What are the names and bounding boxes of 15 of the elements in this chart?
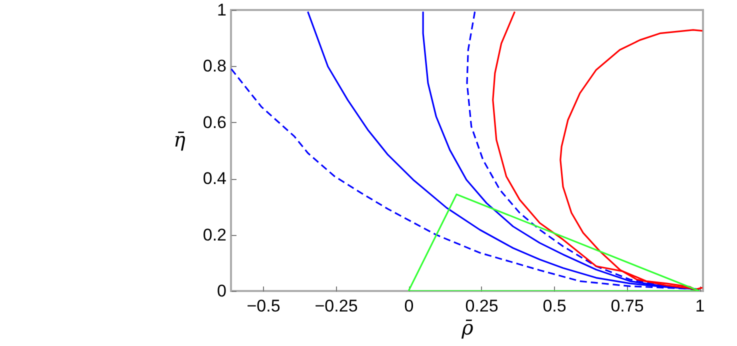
y-tick-label: 0.6	[202, 112, 226, 132]
x-tick-label: 1	[695, 296, 705, 316]
x-tick-label: −0.5	[246, 296, 280, 316]
x-tick-label: 0	[404, 296, 414, 316]
x-axis-title: ρ̄	[460, 316, 474, 340]
x-tick-label: 0.5	[542, 296, 566, 316]
x-tick-label: 0.75	[610, 296, 644, 316]
y-tick-label: 0	[217, 282, 226, 300]
x-tick-label: 0.25	[465, 296, 498, 316]
y-axis-title: η̄	[174, 128, 186, 152]
x-tick-label: −0.25	[314, 296, 358, 316]
y-tick-label: 1	[217, 0, 226, 20]
y-tick-label: 0.8	[202, 56, 226, 76]
y-tick-label: 0.2	[202, 225, 226, 244]
y-tick-label: 0.4	[202, 169, 226, 188]
